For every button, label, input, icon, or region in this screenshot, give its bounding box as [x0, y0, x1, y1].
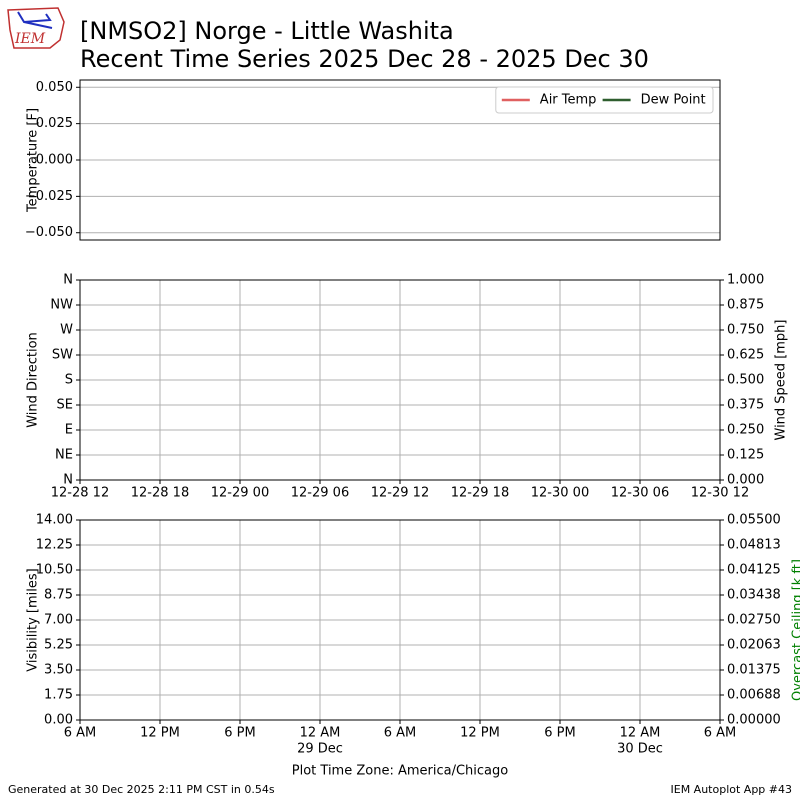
y-tick-label: 0.00	[44, 713, 73, 728]
y-tick-label: 0.025	[36, 116, 73, 131]
legend: Air Temp Dew Point	[495, 86, 714, 114]
title-line: Recent Time Series 2025 Dec 28 - 2025 De…	[80, 45, 649, 73]
y2-tick-label: 0.02063	[727, 638, 781, 653]
y-tick-label: 0.000	[36, 153, 73, 168]
y2-tick-label: 0.750	[727, 323, 764, 338]
y2-tick-label: 0.500	[727, 373, 764, 388]
y-tick-label: 1.75	[44, 688, 73, 703]
y-tick-label: N	[63, 473, 73, 488]
y-tick-label: 7.00	[44, 613, 73, 628]
x-tick-label: 12-29 00	[211, 486, 269, 501]
y-axis-label: Visibility [miles]	[26, 568, 41, 671]
y-tick-label: E	[65, 423, 73, 438]
x-axis-label: Plot Time Zone: America/Chicago	[292, 764, 508, 779]
y2-tick-label: 0.00688	[727, 688, 781, 703]
y2-tick-label: 0.01375	[727, 663, 781, 678]
y-axis-label: Temperature [F]	[26, 108, 41, 213]
y-tick-label: NE	[55, 448, 73, 463]
y2-tick-label: 0.04125	[727, 563, 781, 578]
y2-tick-label: 0.125	[727, 448, 764, 463]
x-tick-label: 12 AM	[300, 726, 341, 741]
logo: IEM	[7, 7, 65, 49]
y-tick-label: NW	[50, 298, 73, 313]
y-tick-label: 8.75	[44, 588, 73, 603]
y-tick-label: 5.25	[44, 638, 73, 653]
y2-tick-label: 0.250	[727, 423, 764, 438]
y2-tick-label: 0.03438	[727, 588, 781, 603]
x-tick-label: 12-28 12	[51, 486, 109, 501]
y-tick-label: 0.050	[36, 80, 73, 95]
y-tick-label: N	[63, 273, 73, 288]
x-tick-label: 6 AM	[704, 726, 737, 741]
plot-frame	[79, 519, 721, 721]
x-tick-label: 30 Dec	[617, 742, 663, 757]
footer-right: IEM Autoplot App #43	[671, 783, 793, 796]
logo-lines	[17, 11, 53, 29]
x-tick-label: 29 Dec	[297, 742, 343, 757]
y2-tick-label: 0.04813	[727, 538, 781, 553]
y-tick-label: −0.050	[25, 225, 73, 240]
plot-frame	[79, 279, 721, 481]
y-tick-label: 14.00	[36, 513, 73, 528]
y-tick-label: 3.50	[44, 663, 73, 678]
x-tick-label: 12-30 00	[531, 486, 589, 501]
y-tick-label: 10.50	[36, 563, 73, 578]
x-tick-label: 12 PM	[140, 726, 180, 741]
y-tick-label: 12.25	[36, 538, 73, 553]
x-tick-label: 12-28 18	[131, 486, 189, 501]
y-axis-label: Wind Direction	[26, 332, 41, 428]
x-tick-label: 12 PM	[460, 726, 500, 741]
title-line: [NMSO2] Norge - Little Washita	[80, 17, 454, 45]
logo-text: IEM	[14, 31, 46, 47]
x-tick-label: 12-30 12	[691, 486, 749, 501]
y2-tick-label: 0.875	[727, 298, 764, 313]
y2-tick-label: 0.375	[727, 398, 764, 413]
legend-label: Dew Point	[641, 93, 706, 108]
x-tick-label: 6 PM	[224, 726, 255, 741]
y2-tick-label: 0.625	[727, 348, 764, 363]
y-tick-label: S	[65, 373, 73, 388]
x-tick-label: 6 PM	[544, 726, 575, 741]
x-tick-label: 6 AM	[384, 726, 417, 741]
y2-axis-label: Overcast Ceiling [k ft]	[791, 559, 800, 701]
x-tick-label: 12-29 18	[451, 486, 509, 501]
x-tick-label: 12-29 12	[371, 486, 429, 501]
legend-label: Air Temp	[540, 93, 597, 108]
y2-tick-label: 0.00000	[727, 713, 781, 728]
x-tick-label: 12 AM	[620, 726, 661, 741]
y2-tick-label: 0.05500	[727, 513, 781, 528]
y-tick-label: SE	[57, 398, 73, 413]
y-tick-label: W	[60, 323, 73, 338]
x-tick-label: 12-30 06	[611, 486, 669, 501]
y-tick-label: −0.025	[25, 189, 73, 204]
x-tick-label: 12-29 06	[291, 486, 349, 501]
x-tick-label: 6 AM	[64, 726, 97, 741]
y2-tick-label: 0.02750	[727, 613, 781, 628]
y2-tick-label: 0.000	[727, 473, 764, 488]
y2-axis-label: Wind Speed [mph]	[774, 320, 789, 441]
y-tick-label: SW	[52, 348, 73, 363]
plot-frame	[79, 79, 721, 241]
y2-tick-label: 1.000	[727, 273, 764, 288]
footer-left: Generated at 30 Dec 2025 2:11 PM CST in …	[8, 783, 275, 796]
